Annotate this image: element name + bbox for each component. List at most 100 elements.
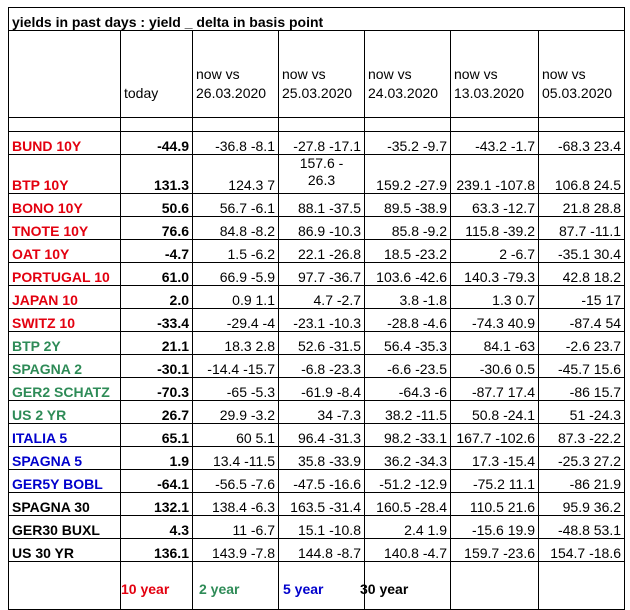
value-cell: 1.3 0.7: [450, 285, 539, 309]
bond-name: ITALIA 5: [8, 423, 121, 447]
value-cell: -6.8 -23.3: [278, 354, 365, 378]
value-cell: 51 -24.3: [537, 400, 626, 424]
legend-2-year: 2 year: [199, 581, 240, 597]
value-cell: 0.9 1.1: [192, 285, 279, 309]
value-cell: 29.9 -3.2: [192, 400, 279, 424]
value-cell: 11 -6.7: [192, 515, 279, 539]
header-col-3: now vs 24.03.2020: [364, 30, 451, 118]
table-row: US 2 YR 26.7 29.9 -3.2 34 -7.3 38.2 -11.…: [8, 400, 626, 424]
value-cell: 84.1 -63: [450, 331, 539, 355]
value-cell: -30.6 0.5: [450, 354, 539, 378]
bond-name: GER30 BUXL: [8, 515, 121, 539]
value-cell: 140.3 -79.3: [450, 262, 539, 286]
value-cell: 1.5 -6.2: [192, 239, 279, 263]
value-cell: -43.2 -1.7: [450, 131, 539, 155]
yield-today: 65.1: [120, 423, 193, 447]
value-cell: 56.4 -35.3: [364, 331, 451, 355]
value-cell: 4.7 -2.7: [278, 285, 365, 309]
bond-name: GER5Y BOBL: [8, 469, 121, 493]
table-row: GER5Y BOBL -64.1 -56.5 -7.6 -47.5 -16.6 …: [8, 469, 626, 493]
yield-today: -33.4: [120, 308, 193, 332]
value-cell: 88.1 -37.5: [278, 193, 365, 217]
value-cell: 159.2 -27.9: [364, 154, 451, 194]
table-row: US 30 YR 136.1 143.9 -7.8 144.8 -8.7 140…: [8, 538, 626, 562]
value-cell: -15 17: [537, 285, 626, 309]
value-cell: 110.5 21.6: [450, 492, 539, 516]
bond-name: US 30 YR: [8, 538, 121, 562]
table-row: TNOTE 10Y 76.6 84.8 -8.2 86.9 -10.3 85.8…: [8, 216, 626, 240]
bond-name: BONO 10Y: [8, 193, 121, 217]
value-cell: -68.3 23.4: [537, 131, 626, 155]
yield-today: 76.6: [120, 216, 193, 240]
value-cell: 15.1 -10.8: [278, 515, 365, 539]
bond-name: SWITZ 10: [8, 308, 121, 332]
value-cell: 96.4 -31.3: [278, 423, 365, 447]
legend-30-year: 30 year: [360, 581, 409, 597]
value-cell: 56.7 -6.1: [192, 193, 279, 217]
bond-name: JAPAN 10: [8, 285, 121, 309]
header-col-5: now vs 05.03.2020: [537, 30, 626, 118]
value-cell: 35.8 -33.9: [278, 446, 365, 470]
value-cell: -65 -5.3: [192, 377, 279, 401]
bond-name: US 2 YR: [8, 400, 121, 424]
value-cell: -47.5 -16.6: [278, 469, 365, 493]
bond-name: SPAGNA 5: [8, 446, 121, 470]
table-row: BONO 10Y 50.6 56.7 -6.1 88.1 -37.5 89.5 …: [8, 193, 626, 217]
yield-today: -64.1: [120, 469, 193, 493]
table-row: BTP 2Y 21.1 18.3 2.8 52.6 -31.5 56.4 -35…: [8, 331, 626, 355]
value-cell: -2.6 23.7: [537, 331, 626, 355]
yield-today: 1.9: [120, 446, 193, 470]
value-cell: 3.8 -1.8: [364, 285, 451, 309]
value-cell: 124.3 7: [192, 154, 279, 194]
value-cell: 85.8 -9.2: [364, 216, 451, 240]
value-cell: 63.3 -12.7: [450, 193, 539, 217]
value-cell: 86.9 -10.3: [278, 216, 365, 240]
value-cell: 103.6 -42.6: [364, 262, 451, 286]
value-cell: 115.8 -39.2: [450, 216, 539, 240]
value-cell: 17.3 -15.4: [450, 446, 539, 470]
bond-name: PORTUGAL 10: [8, 262, 121, 286]
value-cell: 34 -7.3: [278, 400, 365, 424]
value-cell: 21.8 28.8: [537, 193, 626, 217]
yield-today: 50.6: [120, 193, 193, 217]
yield-today: -44.9: [120, 131, 193, 155]
value-cell: 239.1 -107.8: [450, 154, 539, 194]
legend-10-year: 10 year: [121, 581, 170, 597]
value-cell: -36.8 -8.1: [192, 131, 279, 155]
bond-name: SPAGNA 30: [8, 492, 121, 516]
value-cell: 140.8 -4.7: [364, 538, 451, 562]
value-cell: 18.3 2.8: [192, 331, 279, 355]
bond-name: GER2 SCHATZ: [8, 377, 121, 401]
value-cell: -29.4 -4: [192, 308, 279, 332]
value-cell: 13.4 -11.5: [192, 446, 279, 470]
value-cell: -87.4 54: [537, 308, 626, 332]
value-cell: 95.9 36.2: [537, 492, 626, 516]
bond-name: SPAGNA 2: [8, 354, 121, 378]
value-cell: 38.2 -11.5: [364, 400, 451, 424]
value-cell: -61.9 -8.4: [278, 377, 365, 401]
value-cell: 87.3 -22.2: [537, 423, 626, 447]
value-cell: 87.7 -11.1: [537, 216, 626, 240]
table-row: SPAGNA 5 1.9 13.4 -11.5 35.8 -33.9 36.2 …: [8, 446, 626, 470]
table-row: SPAGNA 30 132.1 138.4 -6.3 163.5 -31.4 1…: [8, 492, 626, 516]
value-cell: 144.8 -8.7: [278, 538, 365, 562]
table-row: PORTUGAL 10 61.0 66.9 -5.9 97.7 -36.7 10…: [8, 262, 626, 286]
value-cell: 2 -6.7: [450, 239, 539, 263]
value-cell: -35.1 30.4: [537, 239, 626, 263]
value-cell: 18.5 -23.2: [364, 239, 451, 263]
value-cell: 157.6 -26.3: [278, 154, 365, 194]
value-cell: 66.9 -5.9: [192, 262, 279, 286]
value-cell: -48.8 53.1: [537, 515, 626, 539]
value-cell: -74.3 40.9: [450, 308, 539, 332]
bond-name: OAT 10Y: [8, 239, 121, 263]
value-cell: 143.9 -7.8: [192, 538, 279, 562]
table-row: GER30 BUXL 4.3 11 -6.7 15.1 -10.8 2.4 1.…: [8, 515, 626, 539]
value-cell: -75.2 11.1: [450, 469, 539, 493]
value-cell: 138.4 -6.3: [192, 492, 279, 516]
value-cell: -14.4 -15.7: [192, 354, 279, 378]
value-cell: 42.8 18.2: [537, 262, 626, 286]
table-row: GER2 SCHATZ -70.3 -65 -5.3 -61.9 -8.4 -6…: [8, 377, 626, 401]
yield-today: -30.1: [120, 354, 193, 378]
yield-today: -70.3: [120, 377, 193, 401]
legend-5-year: 5 year: [283, 581, 324, 597]
